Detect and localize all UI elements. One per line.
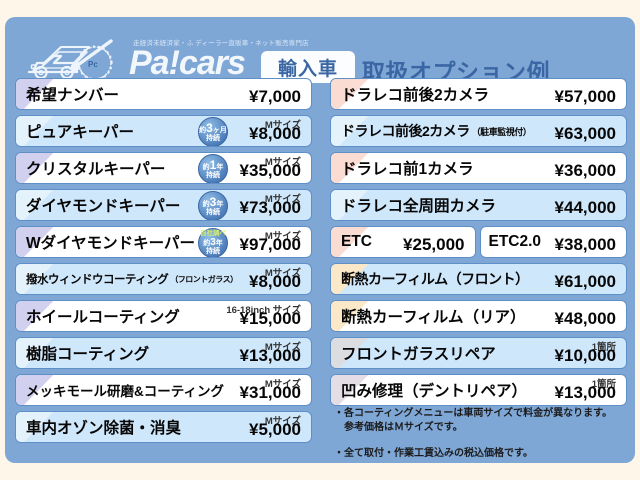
svg-text:Pc: Pc xyxy=(88,60,98,69)
